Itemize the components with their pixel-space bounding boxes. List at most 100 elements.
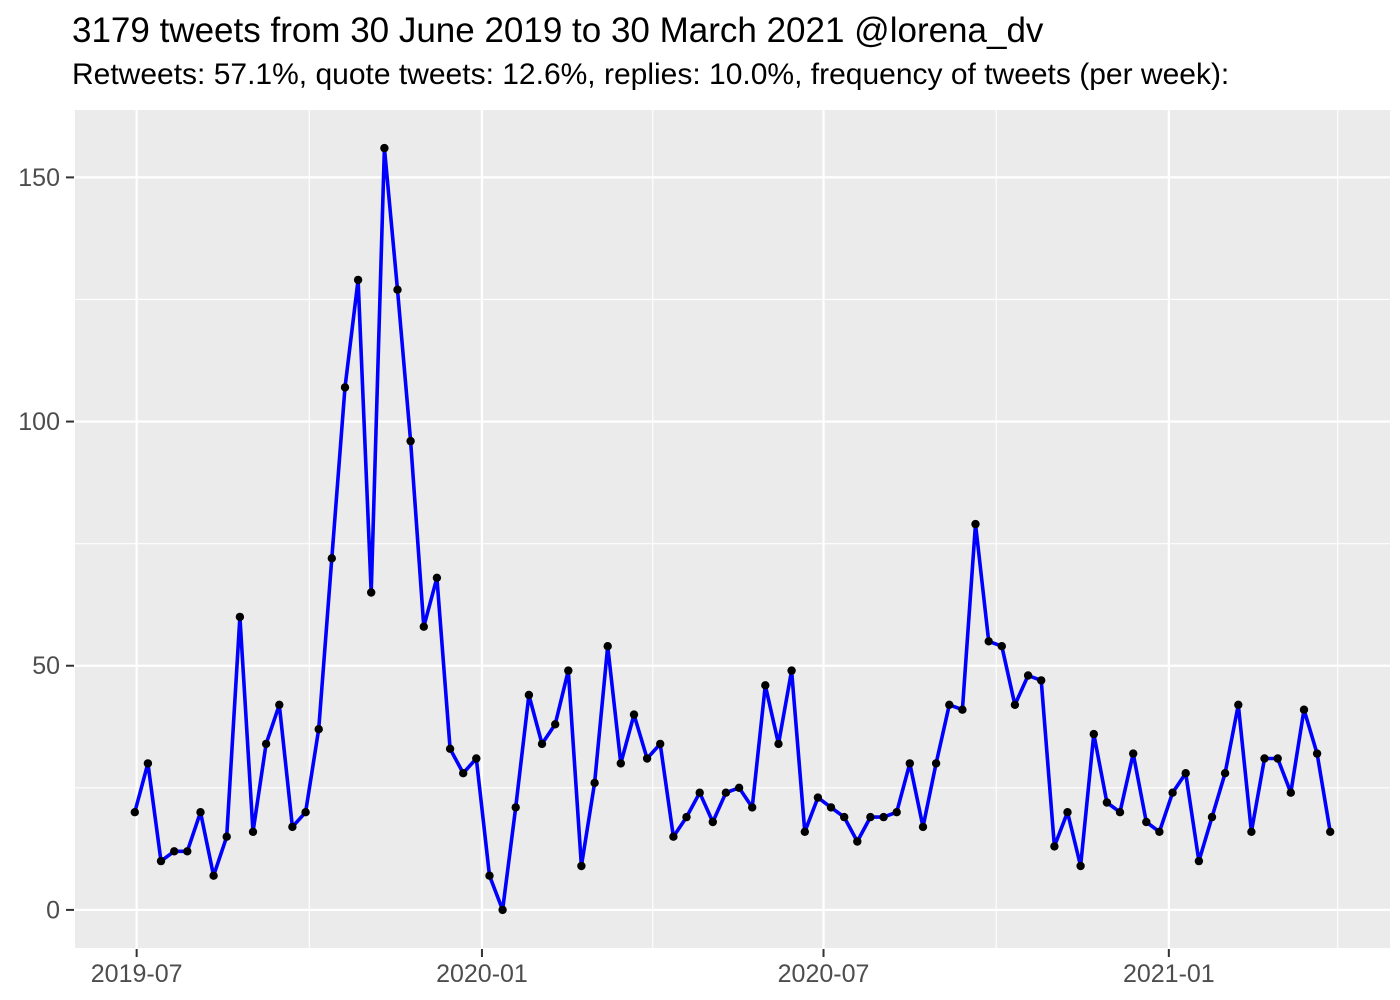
data-point [1115, 808, 1125, 817]
y-tick-label: 100 [18, 408, 60, 436]
data-point [682, 812, 691, 822]
data-point [1286, 788, 1296, 797]
data-point [1010, 700, 1020, 709]
data-point [905, 759, 914, 768]
data-point [1023, 671, 1033, 680]
data-point [1102, 798, 1112, 807]
data-point [616, 759, 625, 768]
data-point [774, 739, 783, 749]
data-point [879, 812, 888, 822]
data-point [997, 642, 1006, 651]
data-point [406, 436, 415, 446]
data-point [1247, 827, 1256, 836]
data-point [1326, 827, 1335, 836]
data-point [1142, 817, 1151, 827]
data-point [1273, 754, 1282, 763]
y-tick-label: 150 [18, 164, 60, 192]
data-point [971, 519, 980, 529]
data-point [629, 710, 639, 719]
data-point [485, 871, 494, 880]
plot-panel [75, 110, 1390, 948]
data-point [314, 725, 323, 734]
data-point [945, 700, 954, 709]
data-point [209, 871, 218, 880]
data-point [708, 817, 717, 827]
data-point [301, 808, 310, 817]
data-point [853, 837, 862, 846]
data-point [721, 788, 731, 797]
chart-title: 3179 tweets from 30 June 2019 to 30 Marc… [72, 11, 1044, 50]
data-point [196, 808, 205, 817]
data-point [511, 803, 520, 812]
data-point [1168, 788, 1177, 797]
data-point [1076, 861, 1085, 871]
data-point [222, 832, 231, 841]
data-point [248, 827, 258, 836]
data-point [353, 275, 363, 285]
data-point [183, 847, 192, 856]
data-point [787, 666, 796, 675]
data-point [380, 143, 389, 153]
data-point [327, 554, 336, 563]
data-point [275, 700, 284, 709]
x-tick-label: 2020-01 [436, 960, 528, 988]
data-point [261, 739, 271, 749]
data-point [143, 759, 153, 768]
data-point [1194, 856, 1204, 866]
data-point [1050, 842, 1059, 851]
data-point [892, 808, 901, 817]
data-point [590, 778, 599, 788]
data-point [393, 285, 402, 294]
data-point [840, 812, 849, 822]
x-tick-label: 2019-07 [91, 960, 183, 988]
data-point [498, 905, 507, 915]
data-point [130, 808, 139, 817]
data-point [1220, 769, 1230, 778]
data-point [1089, 729, 1099, 739]
y-tick-label: 50 [32, 652, 60, 680]
data-point [472, 754, 481, 763]
data-point [564, 666, 573, 675]
data-point [603, 642, 612, 651]
data-point [156, 856, 166, 866]
data-point [800, 827, 809, 836]
data-point [1155, 827, 1164, 836]
data-point [761, 681, 770, 690]
data-point [288, 822, 297, 832]
data-point [734, 783, 744, 792]
data-point [235, 612, 245, 622]
x-tick-label: 2020-07 [778, 960, 870, 988]
data-point [642, 754, 652, 763]
data-point [866, 812, 875, 822]
frequency-line [133, 146, 1332, 912]
data-point [958, 705, 967, 714]
data-point [367, 588, 376, 597]
data-point [813, 793, 823, 802]
data-point [1181, 769, 1190, 778]
y-tick-label: 0 [46, 896, 60, 924]
data-point [419, 622, 428, 631]
data-point [1207, 812, 1217, 822]
data-point [669, 832, 678, 841]
data-point [459, 769, 468, 778]
data-point [656, 739, 665, 749]
data-point [577, 861, 586, 871]
data-point [1234, 700, 1243, 709]
data-point [984, 637, 993, 646]
data-point [1260, 754, 1269, 763]
chart-subtitle: Retweets: 57.1%, quote tweets: 12.6%, re… [72, 58, 1230, 91]
data-point [1063, 808, 1072, 817]
data-point [695, 788, 704, 797]
data-point [340, 383, 350, 392]
x-tick-label: 2021-01 [1123, 960, 1215, 988]
data-point [918, 822, 928, 832]
data-point [1037, 676, 1046, 685]
data-point [931, 759, 941, 768]
data-point [524, 690, 534, 700]
data-point [445, 744, 455, 753]
data-point [1299, 705, 1309, 714]
data-point [537, 739, 547, 749]
data-point [551, 720, 560, 729]
data-point [170, 847, 179, 856]
